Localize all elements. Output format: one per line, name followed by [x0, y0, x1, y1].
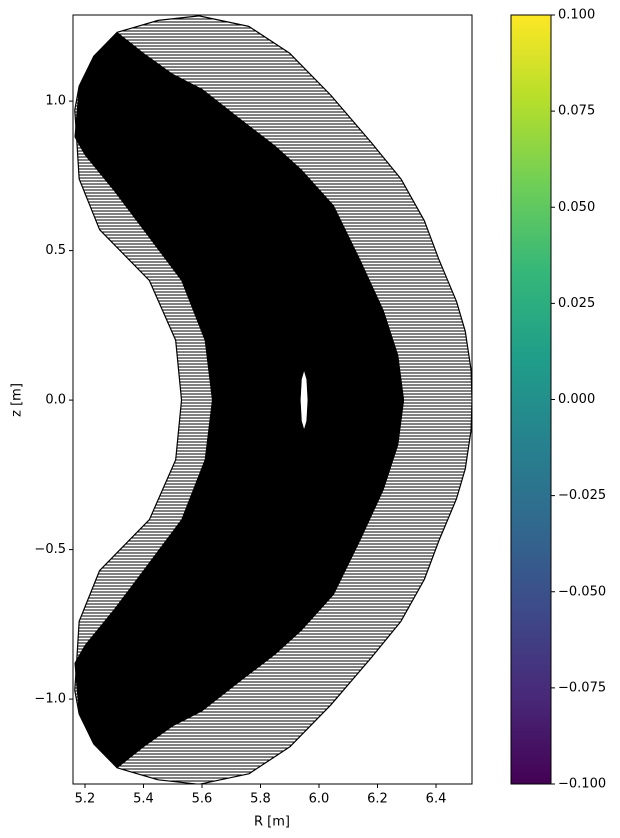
x-tick-label: 6.4 — [426, 792, 447, 807]
x-tick-label: 5.8 — [250, 792, 271, 807]
colorbar-tick-label: 0.050 — [558, 200, 595, 215]
colorbar — [510, 14, 552, 785]
x-axis-label: R [m] — [254, 815, 290, 830]
colorbar-tick-label: −0.050 — [558, 584, 606, 599]
mesh-region — [299, 369, 309, 431]
x-tick-label: 6.0 — [309, 792, 330, 807]
x-tick-label: 6.2 — [367, 792, 388, 807]
y-tick-label: 0.5 — [45, 243, 66, 258]
x-tick-label: 5.6 — [192, 792, 213, 807]
axes-frame — [72, 14, 473, 785]
colorbar-tick-label: −0.075 — [558, 680, 606, 695]
colorbar-tick-label: −0.025 — [558, 488, 606, 503]
colorbar-tick-label: −0.100 — [558, 777, 606, 792]
colorbar-tick-label: 0.025 — [558, 296, 595, 311]
colorbar-tick-label: 0.075 — [558, 104, 595, 119]
x-tick-label: 5.2 — [75, 792, 96, 807]
colorbar-tick-label: 0.100 — [558, 8, 595, 23]
y-tick-label: 1.0 — [45, 94, 66, 109]
mesh-region — [74, 32, 405, 769]
y-tick-label: −1.0 — [34, 692, 66, 707]
plot-area — [74, 15, 472, 784]
y-tick-label: 0.0 — [45, 393, 66, 408]
y-axis-label: z [m] — [10, 383, 25, 417]
y-tick-label: −0.5 — [34, 542, 66, 557]
x-tick-label: 5.4 — [133, 792, 154, 807]
colorbar-tick-label: 0.000 — [558, 392, 595, 407]
